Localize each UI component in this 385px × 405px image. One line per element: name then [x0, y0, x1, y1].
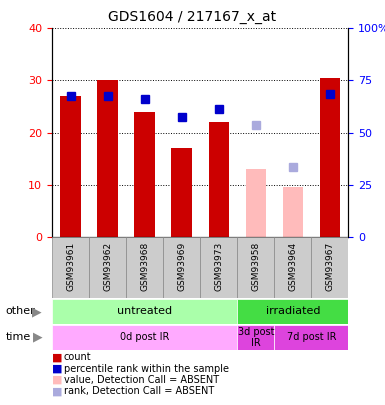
Bar: [134, 112, 155, 237]
Text: ■: ■: [52, 364, 62, 373]
Text: percentile rank within the sample: percentile rank within the sample: [64, 364, 229, 373]
Text: GSM93961: GSM93961: [66, 242, 75, 291]
Text: GSM93969: GSM93969: [177, 242, 186, 291]
Bar: [171, 148, 192, 237]
Text: GDS1604 / 217167_x_at: GDS1604 / 217167_x_at: [109, 10, 276, 24]
Bar: [311, 237, 348, 298]
Text: 0d post IR: 0d post IR: [120, 333, 169, 342]
Bar: [237, 299, 348, 324]
Bar: [97, 81, 118, 237]
Bar: [60, 96, 81, 237]
Bar: [274, 237, 311, 298]
Text: time: time: [6, 333, 31, 342]
Text: ▶: ▶: [32, 305, 42, 318]
Text: other: other: [6, 307, 35, 316]
Text: GSM93958: GSM93958: [251, 242, 260, 291]
Bar: [89, 237, 126, 298]
Bar: [283, 188, 303, 237]
Text: GSM93973: GSM93973: [214, 242, 223, 291]
Text: irradiated: irradiated: [266, 307, 320, 316]
Bar: [52, 325, 237, 350]
Bar: [126, 237, 163, 298]
Bar: [246, 169, 266, 237]
Text: GSM93967: GSM93967: [325, 242, 335, 291]
Bar: [163, 237, 200, 298]
Text: value, Detection Call = ABSENT: value, Detection Call = ABSENT: [64, 375, 219, 385]
Text: ■: ■: [52, 375, 62, 385]
Text: rank, Detection Call = ABSENT: rank, Detection Call = ABSENT: [64, 386, 214, 396]
Text: ▶: ▶: [32, 331, 42, 344]
Bar: [237, 237, 274, 298]
Text: GSM93964: GSM93964: [288, 242, 297, 291]
Text: untreated: untreated: [117, 307, 172, 316]
Bar: [274, 325, 348, 350]
Text: count: count: [64, 352, 91, 362]
Text: GSM93962: GSM93962: [103, 242, 112, 291]
Bar: [209, 122, 229, 237]
Text: ■: ■: [52, 386, 62, 396]
Bar: [320, 78, 340, 237]
Bar: [52, 237, 89, 298]
Bar: [52, 299, 237, 324]
Text: 3d post
IR: 3d post IR: [238, 326, 274, 348]
Text: ■: ■: [52, 352, 62, 362]
Bar: [237, 325, 274, 350]
Text: GSM93968: GSM93968: [140, 242, 149, 291]
Bar: [200, 237, 237, 298]
Text: 7d post IR: 7d post IR: [286, 333, 336, 342]
